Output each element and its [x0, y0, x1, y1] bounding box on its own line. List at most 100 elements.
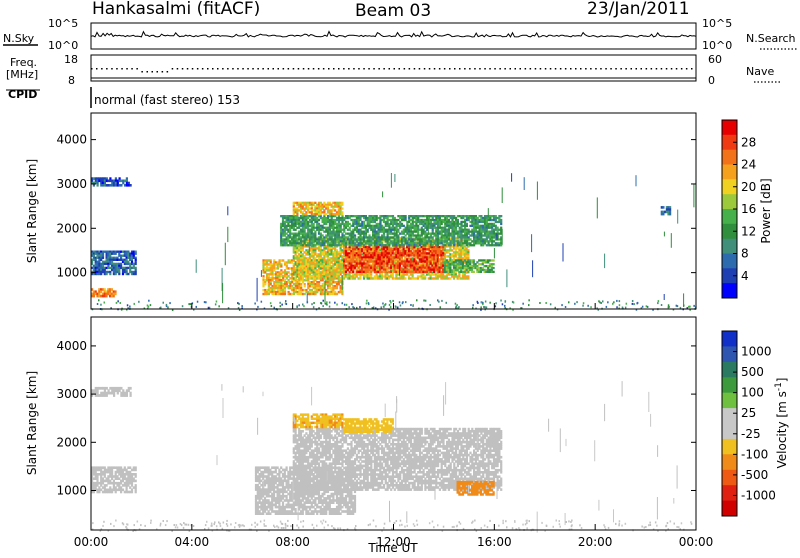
heatmap-cell — [120, 180, 122, 183]
freq-dot — [247, 68, 249, 70]
freq-dot — [187, 68, 189, 70]
heatmap-cell — [457, 221, 459, 223]
freq-dot — [535, 68, 537, 70]
heatmap-cell — [343, 231, 345, 233]
heatmap-cell — [500, 227, 502, 229]
freq-dot — [101, 68, 103, 70]
freq-dot — [373, 68, 375, 70]
freq-dot — [268, 68, 270, 70]
heatmap-cell — [102, 255, 104, 257]
nsky-trace — [91, 32, 696, 38]
freq-dot — [515, 68, 517, 70]
freq-dot — [595, 68, 597, 70]
freq-dot — [177, 68, 179, 70]
freq-dot — [641, 68, 643, 70]
heatmap-cell — [135, 253, 137, 255]
heatmap-cell — [477, 231, 479, 233]
freq-dot — [207, 68, 209, 70]
freq-dot — [676, 68, 678, 70]
freq-dot — [394, 68, 396, 70]
heatmap-cell — [97, 184, 99, 187]
heatmap-cell — [323, 236, 325, 238]
heatmap-cell — [120, 184, 122, 187]
freq-dot — [167, 71, 169, 73]
heatmap-cell — [323, 217, 325, 219]
heatmap-cell — [477, 227, 479, 229]
freq-dot — [570, 68, 572, 70]
freq-dot — [116, 68, 118, 70]
freq-dot — [242, 68, 244, 70]
nsearch-tick-top: 10^5 — [702, 17, 732, 30]
heatmap-cell — [500, 223, 502, 225]
freq-dot — [318, 68, 320, 70]
nsky-tick-top: 10^5 — [48, 17, 78, 30]
freq-dot — [474, 68, 476, 70]
heatmap-cell — [336, 287, 338, 289]
freq-dot — [348, 68, 350, 70]
heatmap-cell — [354, 248, 356, 250]
freq-dot — [162, 71, 164, 73]
heatmap-cell — [102, 257, 104, 259]
freq-dot — [681, 68, 683, 70]
heatmap-cell — [318, 219, 320, 221]
freq-dot — [424, 68, 426, 70]
heatmap-cell — [96, 261, 98, 263]
freq-dot — [111, 68, 113, 70]
freq-dot — [202, 68, 204, 70]
heatmap-cell — [109, 184, 111, 187]
freq-dot — [469, 68, 471, 70]
heatmap-cell — [477, 217, 479, 219]
heatmap-cell — [367, 271, 369, 273]
freq-dot — [333, 68, 335, 70]
heatmap-cell — [289, 231, 291, 233]
heatmap-cell — [340, 227, 342, 229]
freq-dot — [590, 68, 592, 70]
freq-dot — [172, 68, 174, 70]
heatmap-cell — [135, 267, 137, 269]
freq-dot — [399, 68, 401, 70]
freq-dot — [323, 68, 325, 70]
heatmap-cell — [441, 223, 443, 225]
freq-dot — [338, 68, 340, 70]
freq-dot — [449, 68, 451, 70]
freq-dot — [212, 68, 214, 70]
heatmap-cell — [370, 248, 372, 250]
heatmap-cell — [323, 231, 325, 233]
heatmap-cell — [323, 244, 325, 246]
heatmap-cell — [131, 261, 133, 263]
heatmap-cell — [401, 258, 403, 260]
freq-dot — [152, 71, 154, 73]
heatmap-cell — [457, 240, 459, 242]
freq-dot — [96, 68, 98, 70]
freq-dot — [328, 68, 330, 70]
heatmap-cell — [295, 229, 297, 231]
heatmap-cell — [314, 236, 316, 238]
heatmap-cell — [448, 231, 450, 233]
freq-dot — [404, 68, 406, 70]
freq-dot — [525, 68, 527, 70]
heatmap-cell — [323, 223, 325, 225]
freq-dot — [439, 68, 441, 70]
heatmap-cell — [120, 259, 122, 261]
heatmap-cell — [133, 273, 135, 275]
freq-dot — [91, 68, 93, 70]
heatmap-cell — [345, 244, 347, 246]
heatmap-cell — [392, 262, 394, 264]
heatmap-cell — [107, 261, 109, 263]
freq-dot — [434, 68, 436, 70]
heatmap-cell — [280, 265, 282, 267]
freq-dot — [363, 68, 365, 70]
freq-dot — [419, 68, 421, 70]
heatmap-cell — [376, 231, 378, 233]
date-title: 23/Jan/2011 — [587, 0, 690, 19]
heatmap-cell — [325, 223, 327, 225]
freq-dot — [192, 68, 194, 70]
heatmap-cell — [376, 217, 378, 219]
freq-dot — [691, 68, 693, 70]
heatmap-cell — [115, 182, 117, 185]
heatmap-cell — [96, 273, 98, 275]
heatmap-cell — [385, 271, 387, 273]
freq-dot — [600, 68, 602, 70]
